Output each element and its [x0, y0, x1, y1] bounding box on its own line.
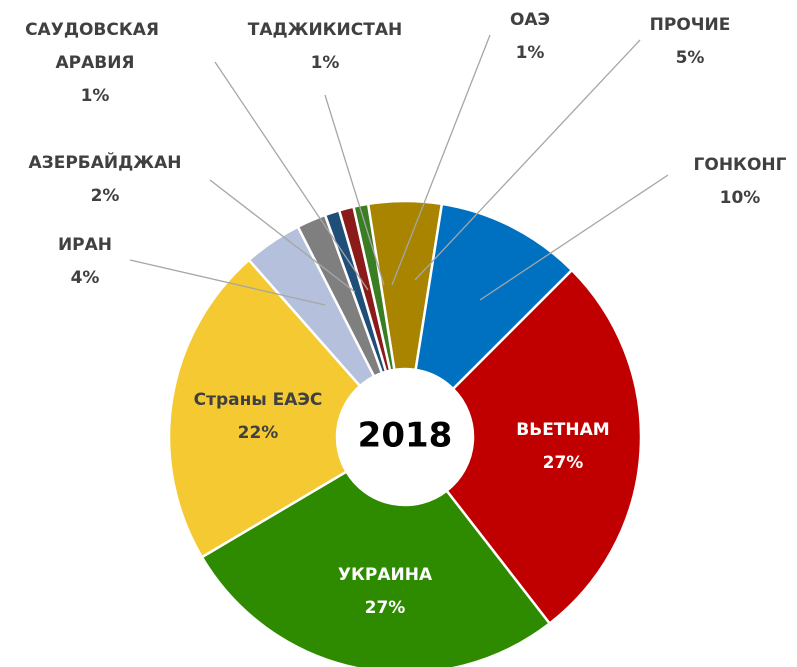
slice-label: ТАДЖИКИСТАН	[248, 20, 403, 40]
slice-label: Страны ЕАЭС	[194, 390, 323, 410]
slice-label: ОАЭ	[510, 10, 550, 30]
value-label: 1%	[516, 43, 545, 63]
donut-hole	[338, 370, 472, 504]
slice-label: САУДОВСКАЯ АРАВИЯ	[25, 20, 165, 73]
value-label: 4%	[71, 268, 100, 288]
leader-line	[129, 259, 326, 306]
slice	[414, 202, 574, 391]
slice-label: ПРОЧИЕ	[650, 15, 731, 35]
slice	[444, 268, 643, 626]
slice	[352, 202, 396, 373]
value-label: 1%	[81, 86, 110, 106]
slice-label: ИРАН	[58, 235, 112, 255]
value-label: 27%	[365, 598, 406, 618]
value-label: 10%	[720, 188, 761, 208]
slice	[167, 258, 362, 559]
leader-line	[324, 94, 385, 286]
value-label: 5%	[676, 48, 705, 68]
value-label: 2%	[91, 186, 120, 206]
slice-label: АЗЕРБАЙДЖАН	[29, 151, 182, 173]
value-label: 1%	[311, 53, 340, 73]
slice-label: УКРАИНА	[338, 565, 433, 585]
slice-label: ГОНКОНГ	[694, 155, 787, 175]
slice-label: ВЬЕТНАМ	[516, 420, 609, 440]
leader-line	[391, 34, 491, 286]
value-label: 27%	[543, 453, 584, 473]
leader-line	[214, 61, 369, 291]
leader-line	[414, 39, 641, 281]
leader-line	[479, 174, 669, 301]
value-label: 22%	[238, 423, 279, 443]
leader-line	[209, 179, 356, 293]
center-label: 2018	[358, 416, 453, 456]
